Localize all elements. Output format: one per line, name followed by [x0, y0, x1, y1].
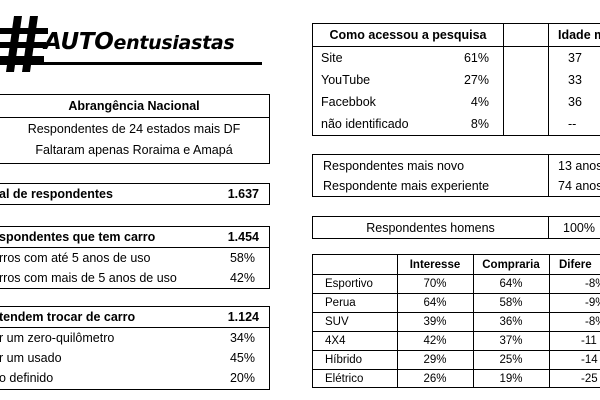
trocar-row-3-value: 20%	[229, 371, 255, 385]
tem-carro-row-1-value: 58%	[229, 251, 255, 265]
idades-row-2-label: Respondente mais experiente	[323, 179, 490, 193]
logo-underline	[0, 62, 262, 65]
segmento-diferenca: -9%	[585, 297, 600, 309]
segmento-interesse: 64%	[423, 297, 447, 309]
segmento-diferenca: -14	[581, 354, 598, 366]
acesso-row-4-label: não identificado	[321, 117, 409, 131]
segmento-label: Híbrido	[325, 354, 363, 366]
homens-label: Respondentes homens	[366, 221, 495, 235]
segmentos-header-interesse: Interesse	[409, 259, 461, 271]
table-row: Esportivo 70% 64% -8%	[313, 274, 600, 293]
trocar-value: 1.124	[227, 310, 259, 324]
segmento-interesse: 26%	[423, 373, 447, 385]
segmento-interesse: 70%	[423, 278, 447, 290]
brand-logo: AUTOentusiastas	[0, 0, 270, 72]
acesso-row-4-pct: 8%	[470, 117, 489, 131]
table-row: Híbrido 29% 25% -14	[313, 350, 600, 369]
abrangencia-title: Abrangência Nacional	[68, 99, 200, 113]
trocar-box: tendem trocar de carro 1.124 r um zero-q…	[0, 306, 270, 390]
segmento-diferenca: -8%	[585, 316, 600, 328]
total-value: 1.637	[227, 187, 259, 201]
segmentos-header-compraria: Compraria	[482, 259, 540, 271]
segmento-compraria: 64%	[499, 278, 523, 290]
segmento-label: Esportivo	[325, 278, 373, 290]
tem-carro-row-1-label: rros com até 5 anos de uso	[0, 251, 151, 265]
total-label: al de respondentes	[0, 187, 113, 201]
idades-box: Respondentes mais novo 13 anos Responden…	[312, 154, 600, 197]
abrangencia-line1: Respondentes de 24 estados mais DF	[27, 122, 241, 136]
segmento-compraria: 36%	[499, 316, 523, 328]
abrangencia-box: Abrangência Nacional Respondentes de 24 …	[0, 94, 270, 164]
acesso-row-2-pct: 27%	[463, 73, 489, 87]
table-row: 4X4 42% 37% -11	[313, 331, 600, 350]
trocar-row-2-value: 45%	[229, 351, 255, 365]
tem-carro-row-2-value: 42%	[229, 271, 255, 285]
segmento-interesse: 39%	[423, 316, 447, 328]
segmentos-table: Interesse Compraria Difere Esportivo 70%…	[312, 254, 600, 388]
total-box: al de respondentes 1.637	[0, 183, 270, 205]
segmento-interesse: 42%	[423, 335, 447, 347]
segmento-diferenca: -11	[581, 335, 597, 347]
trocar-row-3-label: o definido	[0, 371, 54, 385]
hash-logo-icon	[0, 16, 48, 72]
logo-text-rest: entusiastas	[113, 32, 235, 54]
tem-carro-title: spondentes que tem carro	[0, 230, 156, 244]
acesso-row-3-label: Facebbok	[321, 95, 376, 109]
table-row: SUV 39% 36% -8%	[313, 312, 600, 331]
acesso-row-2-idade: 33	[568, 73, 582, 87]
trocar-row-1-value: 34%	[229, 331, 255, 345]
acesso-header-label: Como acessou a pesquisa	[329, 28, 487, 42]
homens-box: Respondentes homens 100%	[312, 216, 600, 239]
acesso-row-3-pct: 4%	[470, 95, 489, 109]
tem-carro-row-2-label: rros com mais de 5 anos de uso	[0, 271, 177, 285]
idades-row-1-value: 13 anos	[558, 159, 600, 173]
segmento-label: Perua	[325, 297, 356, 309]
acesso-row-4-idade: --	[568, 117, 577, 131]
abrangencia-line2: Faltaram apenas Roraima e Amapá	[35, 143, 233, 157]
segmento-diferenca: -8%	[585, 278, 600, 290]
segmento-label: 4X4	[325, 335, 346, 347]
homens-value: 100%	[563, 221, 595, 235]
segmento-label: Elétrico	[325, 373, 364, 385]
segmento-interesse: 29%	[423, 354, 447, 366]
logo-text-auto: AUTO	[44, 29, 114, 55]
tem-carro-value: 1.454	[227, 230, 259, 244]
segmentos-header-row: Interesse Compraria Difere	[313, 255, 600, 274]
tem-carro-box: spondentes que tem carro 1.454 rros com …	[0, 226, 270, 289]
segmento-compraria: 25%	[499, 354, 523, 366]
acesso-row-1-pct: 61%	[463, 51, 489, 65]
logo-wordmark: AUTOentusiastas	[44, 29, 235, 55]
acesso-row-3-idade: 36	[568, 95, 582, 109]
table-row: Elétrico 26% 19% -25	[313, 369, 600, 388]
table-row: Perua 64% 58% -9%	[313, 293, 600, 312]
acesso-header-idade: Idade mé	[558, 28, 600, 42]
segmento-compraria: 37%	[499, 335, 523, 347]
segmento-compraria: 19%	[499, 373, 523, 385]
acesso-box: Como acessou a pesquisa Idade mé Site 61…	[312, 23, 600, 136]
trocar-title: tendem trocar de carro	[0, 310, 136, 324]
idades-row-2-value: 74 anos	[558, 179, 600, 193]
segmento-diferenca: -25	[581, 373, 598, 385]
trocar-row-1-label: r um zero-quilômetro	[0, 331, 115, 345]
segmentos-header-diferenca: Difere	[559, 259, 592, 271]
segmento-label: SUV	[325, 316, 349, 328]
segmento-compraria: 58%	[499, 297, 523, 309]
idades-row-1-label: Respondentes mais novo	[323, 159, 465, 173]
trocar-row-2-label: r um usado	[0, 351, 62, 365]
acesso-row-1-idade: 37	[568, 51, 582, 65]
acesso-row-1-label: Site	[321, 51, 343, 65]
acesso-row-2-label: YouTube	[321, 73, 371, 87]
